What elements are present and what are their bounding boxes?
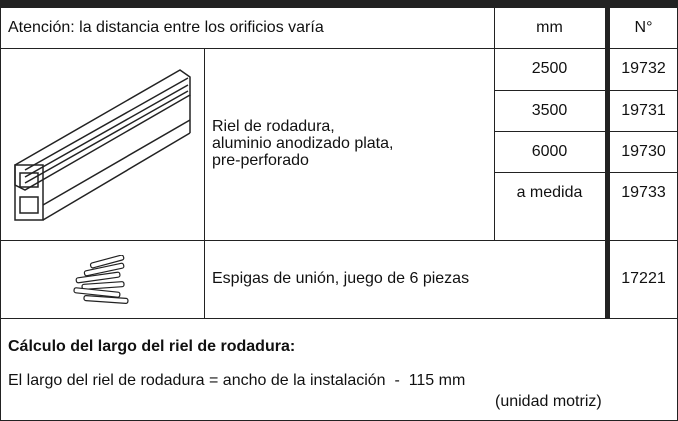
text-line: pre-perforado: [212, 152, 309, 169]
border: [494, 131, 677, 132]
calc-title: Cálculo del largo del riel de rodadura:: [8, 338, 296, 355]
mm: 6000: [531, 142, 568, 160]
header-note: Atención: la distancia entre los orifici…: [8, 19, 324, 36]
number: 19733: [621, 184, 666, 201]
rail-image: [14, 69, 191, 221]
number: 19732: [621, 60, 666, 77]
calc-formula: El largo del riel de rodadura = ancho de…: [8, 372, 466, 389]
number: 19730: [621, 142, 666, 160]
border: [204, 48, 205, 318]
calc-note: (unidad motriz): [495, 393, 602, 410]
mm: a medida: [516, 184, 583, 201]
number: 17221: [621, 270, 666, 287]
rail-description: Riel de rodadura, aluminio anodizado pla…: [212, 118, 393, 169]
column-bar: [605, 8, 610, 318]
header-mm: mm: [536, 19, 563, 36]
pins-image: [73, 255, 129, 304]
text-line: aluminio anodizado plata,: [212, 135, 394, 152]
border: [494, 172, 677, 173]
border: [0, 318, 678, 319]
number: 19731: [621, 101, 666, 119]
pins-description: Espigas de unión, juego de 6 piezas: [212, 270, 470, 287]
border: [0, 240, 678, 241]
top-bar: [0, 0, 678, 8]
border: [0, 48, 678, 49]
border: [494, 8, 495, 240]
mm: 3500: [531, 101, 568, 119]
header-number: N°: [634, 19, 653, 36]
border: [0, 8, 1, 421]
mm: 2500: [531, 60, 568, 77]
text-line: Riel de rodadura,: [212, 118, 335, 135]
border: [494, 90, 677, 91]
